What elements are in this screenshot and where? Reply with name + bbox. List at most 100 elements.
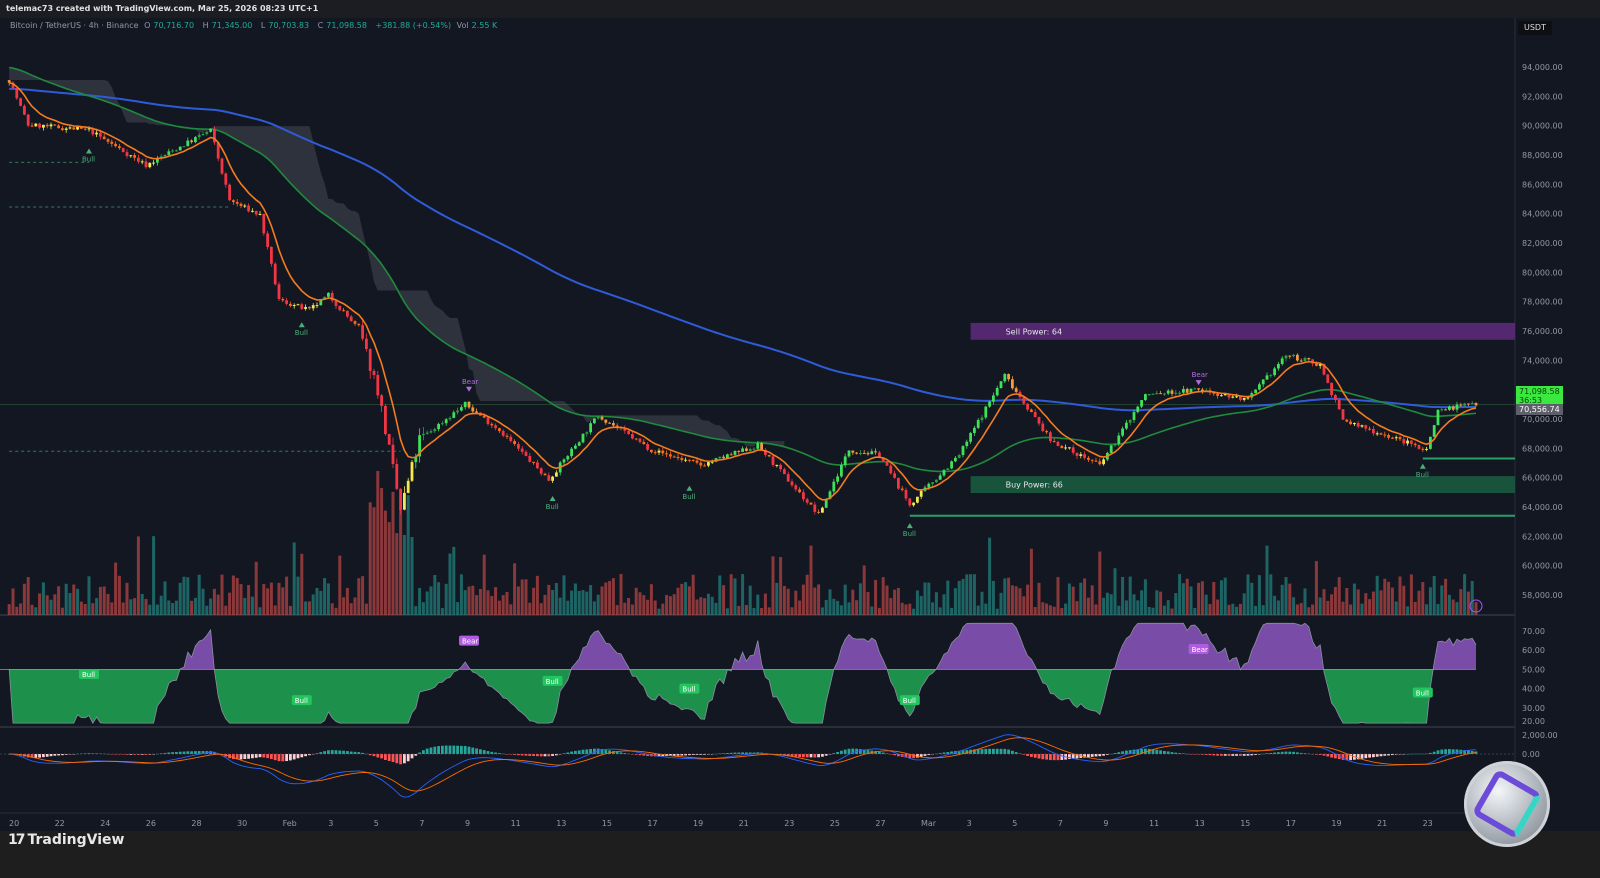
macd-histogram-bar: [467, 746, 471, 754]
macd-histogram-bar: [1212, 754, 1216, 756]
macd-histogram-bar: [589, 748, 592, 754]
candle-body: [874, 451, 877, 453]
time-tick-label: 19: [693, 819, 703, 828]
macd-histogram-bar: [422, 750, 425, 754]
macd-histogram-bar: [1204, 754, 1208, 755]
macd-histogram-bar: [1166, 751, 1170, 754]
macd-histogram-bar: [304, 754, 307, 757]
macd-histogram-bar: [64, 754, 68, 755]
macd-histogram-bar: [726, 752, 729, 754]
candle-body: [220, 158, 224, 174]
macd-histogram-bar: [490, 751, 494, 754]
macd-histogram-bar: [836, 751, 839, 754]
macd-histogram-bar: [646, 754, 649, 756]
macd-histogram-bar: [1083, 754, 1086, 758]
volume-bar: [820, 607, 824, 615]
currency-button[interactable]: USDT: [1518, 21, 1552, 35]
candle-body: [1299, 360, 1303, 362]
macd-histogram-bar: [300, 754, 304, 758]
candle-body: [1011, 379, 1014, 389]
volume-bar: [364, 603, 368, 615]
macd-histogram-bar: [83, 753, 87, 754]
volume-bar: [706, 593, 710, 615]
sell-power-label: Sell Power: 64: [1006, 327, 1062, 336]
candle-body: [1269, 375, 1273, 377]
macd-histogram-bar: [1170, 752, 1174, 754]
symbol-name[interactable]: Bitcoin / TetherUS · 4h · Binance: [10, 21, 139, 30]
candle-body: [676, 456, 680, 459]
volume-bar: [893, 589, 897, 615]
macd-histogram-bar: [1299, 752, 1303, 754]
volume-bar: [197, 574, 201, 615]
volume-bar: [1276, 600, 1280, 615]
chart-canvas[interactable]: 94,000.0092,000.0090,000.0088,000.0086,0…: [0, 18, 1600, 831]
volume-bar: [349, 603, 353, 615]
volume-bar: [501, 595, 505, 615]
volume-bar: [858, 583, 862, 615]
volume-bar: [129, 599, 133, 615]
macd-histogram-bar: [1368, 754, 1371, 758]
candle-body: [110, 141, 114, 144]
volume-bar: [1333, 586, 1337, 615]
ema-mid-line: [9, 66, 1477, 473]
candle-body: [342, 310, 345, 312]
volume-bar: [687, 586, 691, 615]
candle-body: [1132, 412, 1136, 420]
candle-body: [292, 305, 296, 307]
macd-histogram-bar: [942, 752, 946, 754]
volume-bar: [604, 582, 608, 615]
volume-bar: [110, 602, 114, 615]
candle-body: [437, 423, 440, 430]
candle-body: [1451, 406, 1455, 410]
rsi-tick-label: 30.00: [1522, 704, 1545, 713]
volume-bar: [676, 587, 680, 615]
volume-bar: [535, 575, 539, 615]
macd-histogram-bar: [1402, 754, 1406, 755]
macd-histogram-bar: [1265, 753, 1269, 754]
candle-body: [1087, 457, 1090, 460]
macd-histogram-bar: [893, 754, 896, 756]
lightning-icon[interactable]: [1469, 599, 1483, 613]
candle-body: [262, 213, 266, 234]
macd-histogram-bar: [885, 753, 889, 754]
candle-body: [1163, 393, 1166, 395]
volume-bar: [376, 471, 380, 615]
macd-histogram-bar: [315, 753, 319, 754]
time-tick-label: 23: [1423, 819, 1433, 828]
volume-bar: [243, 597, 247, 615]
macd-histogram-bar: [1125, 750, 1128, 754]
volume-bar: [475, 595, 479, 615]
volume-bar: [95, 598, 99, 615]
macd-histogram-bar: [1326, 754, 1330, 757]
macd-histogram-bar: [574, 750, 577, 754]
volume-bar: [862, 565, 866, 615]
candle-body: [186, 140, 190, 147]
candle-body: [387, 434, 391, 445]
macd-histogram-bar: [520, 754, 524, 756]
volume-bar: [847, 602, 851, 615]
macd-histogram-bar: [270, 754, 273, 759]
candle-body: [410, 462, 414, 481]
tradingview-logo[interactable]: 17 TradingView: [8, 832, 125, 848]
macd-histogram-bar: [1383, 754, 1387, 756]
macd-histogram-bar: [376, 754, 380, 758]
macd-histogram-bar: [1250, 754, 1254, 756]
candle-body: [581, 433, 585, 443]
bar-countdown: 36:53: [1519, 396, 1543, 405]
macd-histogram-bar: [669, 754, 672, 756]
candle-body: [471, 407, 475, 412]
candle-body: [129, 155, 133, 157]
volume-bar: [1330, 594, 1334, 615]
candle-body: [171, 150, 174, 152]
price-tick-label: 92,000.00: [1522, 92, 1563, 101]
macd-histogram-bar: [676, 754, 680, 756]
macd-histogram-bar: [1128, 750, 1132, 754]
volume-bar: [190, 600, 194, 615]
time-tick-label: 5: [374, 819, 379, 828]
candle-body: [1402, 439, 1406, 444]
candle-body: [452, 412, 456, 418]
volume-bar: [463, 590, 467, 615]
macd-histogram-bar: [805, 754, 809, 758]
candle-body: [1391, 437, 1394, 439]
ohlc-change: +381.88 (+0.54%): [375, 21, 452, 30]
